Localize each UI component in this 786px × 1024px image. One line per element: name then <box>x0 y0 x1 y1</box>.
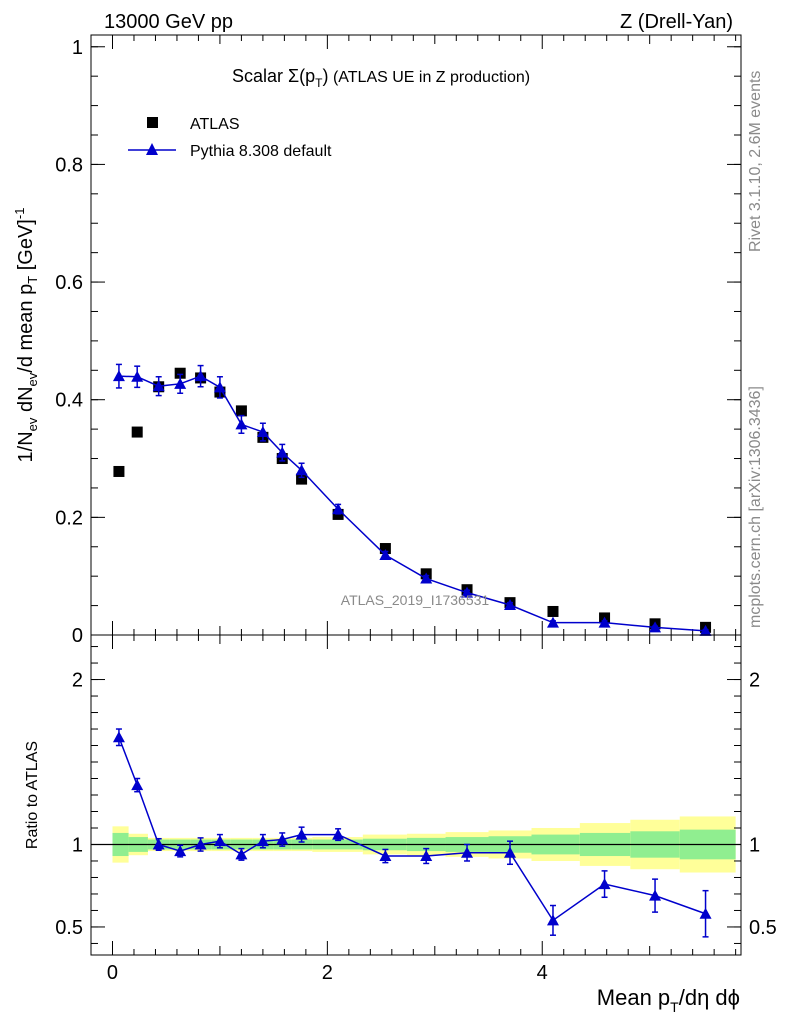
title-close: ) <box>323 66 329 86</box>
pythia-data-point <box>546 616 559 628</box>
ratio-pythia-point <box>649 889 662 901</box>
pythia-data-point <box>131 370 144 382</box>
ratio-pythia-point <box>546 914 559 926</box>
pythia-data-point <box>379 549 392 560</box>
ratio-pythia-point <box>332 828 345 840</box>
main-title: Scalar Σ(pT) (ATLAS UE in Z production) <box>232 66 530 90</box>
atlas-data-point <box>379 543 391 555</box>
ratio-ticks: 0.5 0.5 1 1 2 2 0 2 4 <box>55 635 777 984</box>
main-plot-layer: 0 0.2 0.4 0.6 0.8 1 <box>55 35 741 647</box>
main-frame <box>90 34 742 636</box>
header-left: 13000 GeV pp <box>104 11 233 33</box>
ratio-panel: 0.5 0.5 1 1 2 2 0 2 4 Ratio to ATLAS Mean pT/dη … <box>24 634 777 1015</box>
pythia-data-point <box>504 599 517 610</box>
main-y-tick-label: 0.2 <box>55 507 83 529</box>
x-tick-label: 2 <box>322 962 333 984</box>
ratio-pythia-point <box>276 833 289 845</box>
atlas-data-point <box>113 465 125 477</box>
main-panel: 0 0.2 0.4 0.6 0.8 1 Scalar Σ(pT) (ATLAS UE in… <box>12 34 742 647</box>
pythia-data-point <box>295 464 308 476</box>
main-y-tick-label: 0.6 <box>55 272 83 294</box>
pythia-data-point <box>332 503 345 515</box>
analysis-watermark: ATLAS_2019_I1736531 <box>341 592 490 608</box>
pythia-data-point <box>152 380 165 392</box>
pythia-data-point <box>213 381 226 393</box>
pythia-data-point <box>174 377 187 389</box>
ratio-y-tick-label-right: 2 <box>749 670 760 692</box>
legend-label-atlas: ATLAS <box>190 116 240 133</box>
atlas-data-point <box>296 473 308 485</box>
ratio-pythia-point <box>213 835 226 847</box>
pythia-data-point <box>420 572 433 584</box>
ratio-pythia-point <box>256 835 269 847</box>
x-tick-label: 0 <box>107 962 118 984</box>
title-sub: T <box>315 76 323 90</box>
ratio-pythia-point <box>174 845 187 857</box>
atlas-data-point <box>235 405 247 417</box>
ratio-pythia-point <box>379 850 392 862</box>
pythia-data-point <box>235 418 248 430</box>
title-rest: (ATLAS UE in Z production) <box>329 69 531 86</box>
ratio-frame <box>90 634 742 956</box>
pythia-data-point <box>256 426 269 438</box>
ratio-y-axis-label: Ratio to ATLAS <box>24 741 41 849</box>
main-y-tick-label: 0.4 <box>55 390 83 412</box>
ratio-pythia-point <box>420 850 433 862</box>
ratio-y-tick-label-right: 1 <box>749 834 760 856</box>
atlas-data-point <box>547 605 559 617</box>
ratio-y-tick-label-right: 0.5 <box>749 917 777 939</box>
ratio-pythia-point <box>598 878 611 890</box>
legend-label-pythia: Pythia 8.308 default <box>190 143 332 160</box>
atlas-data-point <box>174 367 186 379</box>
rivet-version-text: Rivet 3.1.10, 2.6M events <box>747 71 764 252</box>
ratio-y-tick-label-left: 2 <box>72 670 83 692</box>
ratio-pythia-point <box>699 907 712 919</box>
ratio-y-tick-label-left: 1 <box>72 834 83 856</box>
header-right: Z (Drell-Yan) <box>620 11 733 33</box>
atlas-data-point <box>131 426 143 438</box>
ratio-pythia-point <box>461 846 474 858</box>
ratio-pythia-point <box>295 828 308 840</box>
legend: ATLAS Pythia 8.308 default <box>128 116 332 160</box>
pythia-data-point <box>194 370 207 382</box>
ratio-plot-layer: 0.5 0.5 1 1 2 2 0 2 4 <box>55 635 777 984</box>
pythia-data-point <box>461 586 474 598</box>
main-ticks: 0 0.2 0.4 0.6 0.8 1 <box>55 35 741 647</box>
pythia-data-point <box>276 446 289 458</box>
ratio-pythia-point <box>131 779 144 791</box>
legend-marker-pythia <box>146 143 158 155</box>
pythia-data-point <box>112 370 125 382</box>
main-y-axis-label: 1/Nev dNev/d mean pT [GeV]-1 <box>12 208 40 463</box>
title-main-text: Scalar <box>232 66 288 86</box>
mcplots-credit-text: mcplots.cern.ch [arXiv:1306.3436] <box>747 386 764 628</box>
ratio-pythia-point <box>194 838 207 850</box>
ratio-pythia-point <box>235 848 248 860</box>
ratio-y-tick-label-left: 0.5 <box>55 917 83 939</box>
x-axis-label: Mean pT/dη dϕ <box>597 985 740 1015</box>
legend-marker-atlas <box>147 117 158 128</box>
pythia-data-point <box>699 624 712 636</box>
main-y-tick-label: 0.8 <box>55 154 83 176</box>
pythia-data-point <box>649 621 662 633</box>
title-sigma: Σ(p <box>288 66 315 86</box>
ratio-pythia-point <box>112 731 125 743</box>
main-y-tick-label: 0 <box>72 625 83 647</box>
main-y-tick-label: 1 <box>72 37 83 59</box>
ratio-pythia-point <box>504 846 517 858</box>
pythia-data-point <box>598 616 611 628</box>
ratio-pythia-point <box>152 838 165 850</box>
x-tick-label: 4 <box>537 962 548 984</box>
